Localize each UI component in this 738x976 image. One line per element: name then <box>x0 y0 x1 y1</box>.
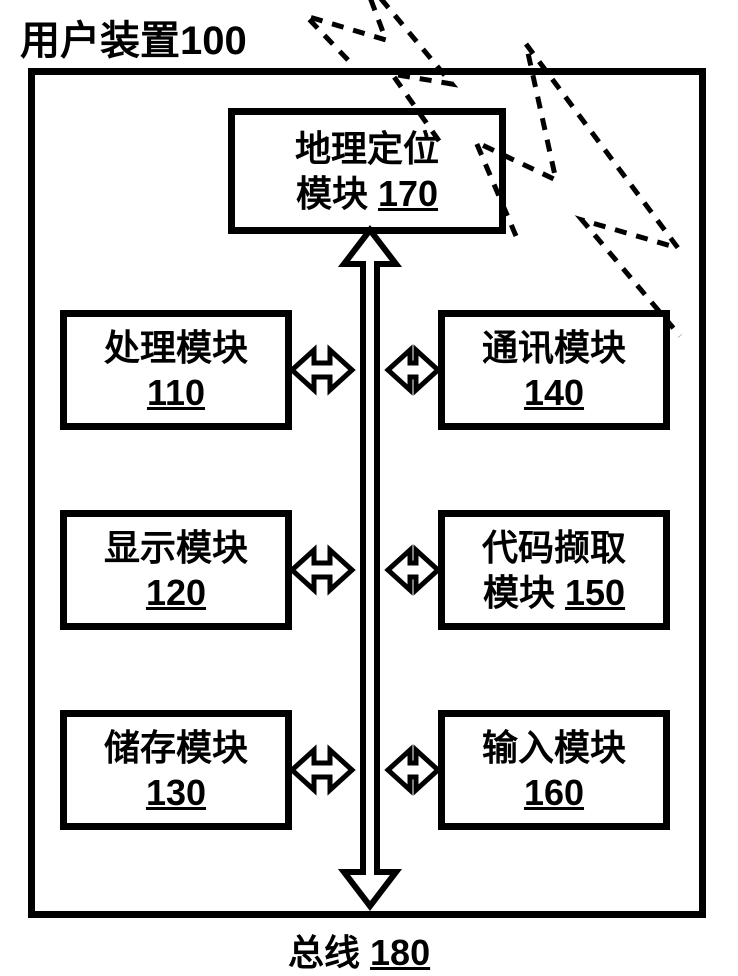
module-proc-label: 处理模块 <box>104 325 248 370</box>
module-geo-number-line: 模块 170 <box>296 171 438 216</box>
module-input-number: 160 <box>524 772 584 813</box>
module-display-number-line: 120 <box>146 570 206 615</box>
module-comm: 通讯模块140 <box>438 310 670 430</box>
module-geo-label: 地理定位 <box>295 126 439 171</box>
module-input-number-line: 160 <box>524 770 584 815</box>
bus-label: 总线 180 <box>288 924 430 976</box>
bus-label-number: 180 <box>370 932 430 973</box>
module-capture-number-line: 模块 150 <box>483 570 625 615</box>
module-display-label: 显示模块 <box>104 525 248 570</box>
module-geo: 地理定位模块 170 <box>228 108 506 234</box>
module-proc-number: 110 <box>147 372 205 413</box>
module-storage: 储存模块130 <box>60 710 292 830</box>
module-input: 输入模块160 <box>438 710 670 830</box>
module-proc: 处理模块110 <box>60 310 292 430</box>
module-display: 显示模块120 <box>60 510 292 630</box>
diagram-title: 用户装置100 <box>20 8 247 66</box>
module-storage-number: 130 <box>146 772 206 813</box>
module-display-number: 120 <box>146 572 206 613</box>
module-comm-number-line: 140 <box>524 370 584 415</box>
module-comm-label: 通讯模块 <box>482 325 626 370</box>
bus-label-text: 总线 <box>288 932 360 973</box>
module-capture: 代码撷取模块 150 <box>438 510 670 630</box>
diagram-canvas: 用户装置100 总线 180 地理定位模块 170 处理模块110 通讯模块140 显… <box>0 0 738 976</box>
module-storage-number-line: 130 <box>146 770 206 815</box>
module-capture-label: 代码撷取 <box>482 525 626 570</box>
module-geo-number: 170 <box>378 173 438 214</box>
module-storage-label: 储存模块 <box>104 725 248 770</box>
module-comm-number: 140 <box>524 372 584 413</box>
module-proc-number-line: 110 <box>147 370 205 415</box>
module-capture-number: 150 <box>565 572 625 613</box>
module-input-label: 输入模块 <box>482 725 626 770</box>
